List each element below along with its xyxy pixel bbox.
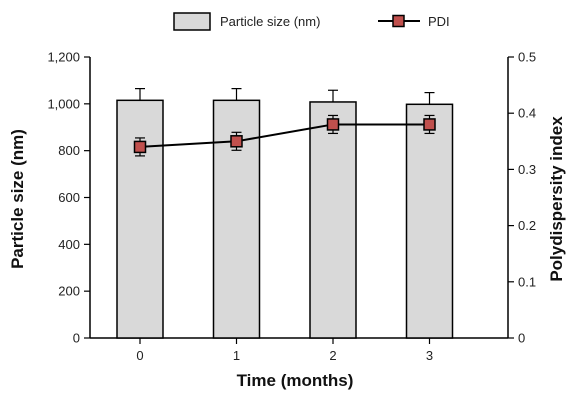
x-tick-label: 1 [233,348,240,363]
x-tick-label: 2 [329,348,336,363]
y-tick-label: 800 [58,143,80,158]
legend-line-marker [392,14,405,28]
y2-tick-label: 0.4 [518,106,536,121]
y2-tick-label: 0.2 [518,218,536,233]
y-tick-label: 600 [58,190,80,205]
x-tick-label: 3 [426,348,433,363]
y-tick-label: 400 [58,237,80,252]
pdi-point [133,140,147,154]
y-tick-label: 0 [73,331,80,346]
y2-axis-title: Polydispersity index [547,116,566,282]
x-axis-title: Time (months) [237,371,354,390]
pdi-line [139,123,430,148]
y-axis-title: Particle size (nm) [8,129,27,269]
particle-size-bar [309,101,357,339]
particle-size-bar [405,103,454,339]
bars [116,88,454,339]
particle-size-bar [116,99,164,339]
y2-tick-label: 0.5 [518,50,536,65]
legend: Particle size (nm) PDI [173,12,450,31]
y-tick-label: 200 [58,284,80,299]
y-tick-label: 1,200 [47,50,80,65]
pdi-point [423,118,436,131]
y2-tick-label: 0.1 [518,274,536,289]
pdi-point [230,135,243,148]
axes: 0 200 400 600 800 1,000 1,200 0 0.1 0.2 0.3 0.4 0.5 0… [47,50,536,364]
y-tick-label: 1,000 [47,96,80,111]
y2-tick-label: 0.3 [518,162,536,177]
legend-bar-label: Particle size (nm) [220,14,320,29]
legend-line-label: PDI [428,14,450,29]
pdi-series [133,114,436,157]
x-tick-label: 0 [136,348,143,363]
pdi-point [326,118,340,131]
legend-bar-swatch [173,12,211,31]
y2-tick-label: 0 [518,331,525,346]
